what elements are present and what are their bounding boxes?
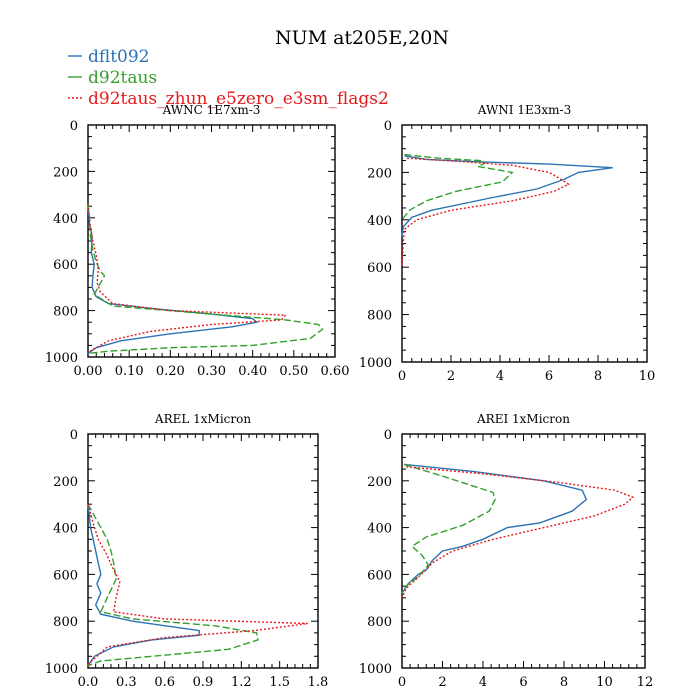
arei-title: AREI 1xMicron	[476, 412, 570, 426]
figure-title: NUM at205E,20N	[275, 27, 449, 49]
awnc-xtick-label: 0.00	[74, 364, 103, 379]
arel-series-d92taus_zhun_e5zero_e3sm_flags2	[87, 504, 308, 666]
arei-xtick-label: 2	[438, 675, 446, 690]
awnc-title: AWNC 1E7xm-3	[162, 103, 261, 117]
awni-series-dflt092	[401, 155, 613, 237]
panel-awni: AWNI 1E3xm-3 0 2 4 6 8 10 0 200 400 600 800 1000	[359, 103, 655, 384]
arei-xtick-label: 8	[560, 675, 568, 690]
awnc-ytick-label: 600	[53, 258, 78, 273]
arel-xtick-label: 0.6	[154, 675, 175, 690]
awni-xtick-label: 4	[496, 369, 504, 384]
awni-xtick-label: 6	[545, 369, 553, 384]
arei-series-d92taus	[401, 463, 496, 594]
arel-ytick-label: 0	[70, 428, 78, 443]
arei-ytick-label: 400	[367, 522, 392, 537]
awnc-xtick-label: 0.50	[279, 364, 308, 379]
awni-series-d92taus_zhun_e5zero_e3sm_flags2	[401, 157, 571, 268]
arel-xtick-label: 1.2	[231, 675, 252, 690]
arel-frame	[87, 433, 319, 669]
arel-xtick-label: 1.5	[269, 675, 290, 690]
arei-xtick-label: 12	[637, 675, 654, 690]
awni-xtick-label: 0	[398, 369, 406, 384]
awnc-ytick-label: 0	[70, 119, 78, 134]
arei-ytick-label: 200	[367, 475, 392, 490]
awnc-ytick-label: 800	[53, 305, 78, 320]
awni-ytick-label: 600	[367, 261, 392, 276]
arei-xtick-label: 6	[519, 675, 527, 690]
awni-xtick-label: 8	[594, 369, 602, 384]
legend-label-dflt092: dflt092	[88, 47, 150, 67]
arel-title: AREL 1xMicron	[154, 412, 251, 426]
awnc-ytick-label: 1000	[45, 351, 78, 366]
arel-ytick-label: 800	[53, 615, 78, 630]
awni-series-d92taus	[401, 153, 514, 221]
arei-ytick-label: 0	[384, 428, 392, 443]
awni-title: AWNI 1E3xm-3	[477, 103, 571, 117]
awnc-series-d92taus_zhun_e5zero_e3sm_flags2	[87, 203, 288, 354]
arel-ytick-label: 400	[53, 522, 78, 537]
awni-ytick-label: 0	[384, 119, 392, 134]
legend-label-d92taus: d92taus	[88, 68, 157, 88]
arei-xtick-label: 4	[479, 675, 487, 690]
awnc-series-dflt092	[87, 203, 259, 355]
arel-ytick-label: 1000	[45, 662, 78, 677]
awni-xtick-label: 10	[639, 369, 656, 384]
awnc-series-d92taus	[87, 203, 324, 355]
arei-ytick-label: 800	[367, 615, 392, 630]
awni-ytick-label: 1000	[359, 356, 392, 371]
awnc-xtick-label: 0.10	[115, 364, 144, 379]
arel-series-d92taus	[87, 503, 259, 667]
arei-ytick-label: 1000	[359, 662, 392, 677]
arei-xtick-label: 0	[398, 675, 406, 690]
arei-series-dflt092	[401, 463, 588, 594]
awnc-ytick-label: 200	[53, 165, 78, 180]
panel-arei: AREI 1xMicron 0 2 4 6 8 10 12 0 200 400 600 800 1000	[359, 412, 653, 690]
awni-ytick-label: 800	[367, 309, 392, 324]
arel-xtick-label: 0.0	[78, 675, 99, 690]
legend: dflt092 d92taus d92taus_zhun_e5zero_e3sm…	[68, 47, 389, 109]
panel-arel: AREL 1xMicron 0.0 0.3 0.6 0.9 1.2 1.5 1.8 0 200 40…	[45, 412, 328, 690]
arel-xtick-label: 0.3	[116, 675, 137, 690]
awnc-xtick-label: 0.40	[238, 364, 267, 379]
panel-awnc: AWNC 1E7xm-3 0.00 0.10 0.20 0.30 0.40 0.50 0.60…	[45, 103, 350, 379]
arel-xtick-label: 1.8	[308, 675, 329, 690]
arel-xtick-label: 0.9	[193, 675, 214, 690]
legend-label-flags2: d92taus_zhun_e5zero_e3sm_flags2	[88, 89, 389, 109]
awni-xtick-label: 2	[447, 369, 455, 384]
awni-ytick-label: 200	[367, 166, 392, 181]
arei-series-d92taus_zhun_e5zero_e3sm_flags2	[401, 466, 635, 599]
arei-ytick-label: 600	[367, 568, 392, 583]
awnc-ytick-label: 400	[53, 212, 78, 227]
arei-xtick-label: 10	[596, 675, 613, 690]
awnc-xtick-label: 0.30	[197, 364, 226, 379]
awni-ytick-label: 400	[367, 214, 392, 229]
arel-ytick-label: 600	[53, 568, 78, 583]
arel-series-dflt092	[87, 504, 200, 667]
arel-ytick-label: 200	[53, 475, 78, 490]
awnc-xtick-label: 0.60	[321, 364, 350, 379]
awnc-xtick-label: 0.20	[156, 364, 185, 379]
